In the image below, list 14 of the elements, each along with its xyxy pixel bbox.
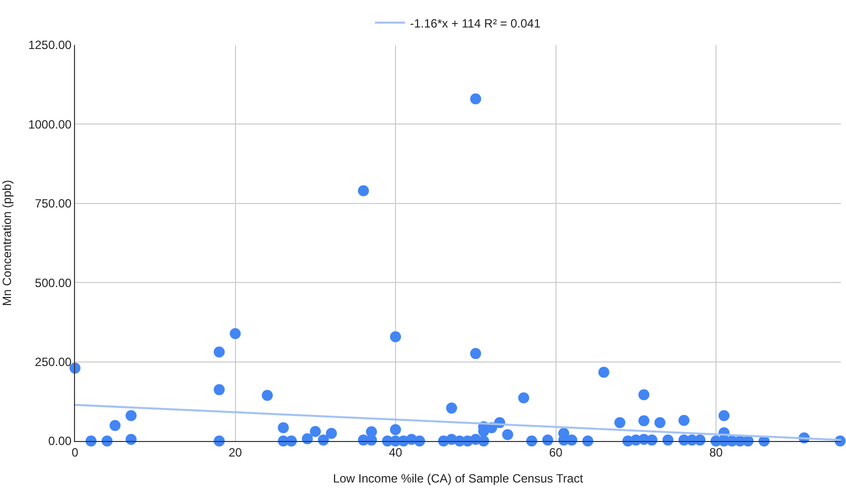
y-axis-title: Mn Concentration (ppb) — [0, 180, 14, 306]
x-tick-label: 40 — [388, 445, 402, 460]
y-tick-label: 750.00 — [34, 196, 72, 211]
y-tick-label: 0.00 — [48, 434, 72, 448]
y-tick-label: 1000.00 — [28, 117, 72, 132]
x-tick-label: 0 — [72, 445, 79, 460]
x-axis-title: Low Income %ile (CA) of Sample Census Tract — [332, 471, 584, 486]
x-tick-label: 80 — [709, 445, 723, 460]
y-tick-label: 500.00 — [34, 276, 72, 290]
x-tick-label: 60 — [549, 445, 563, 460]
y-tick-label: 250.00 — [34, 355, 72, 369]
y-tick-label: 1250.00 — [28, 38, 72, 52]
legend-label: -1.16*x + 114 R² = 0.041 — [410, 16, 541, 30]
x-tick-label: 20 — [228, 445, 242, 460]
